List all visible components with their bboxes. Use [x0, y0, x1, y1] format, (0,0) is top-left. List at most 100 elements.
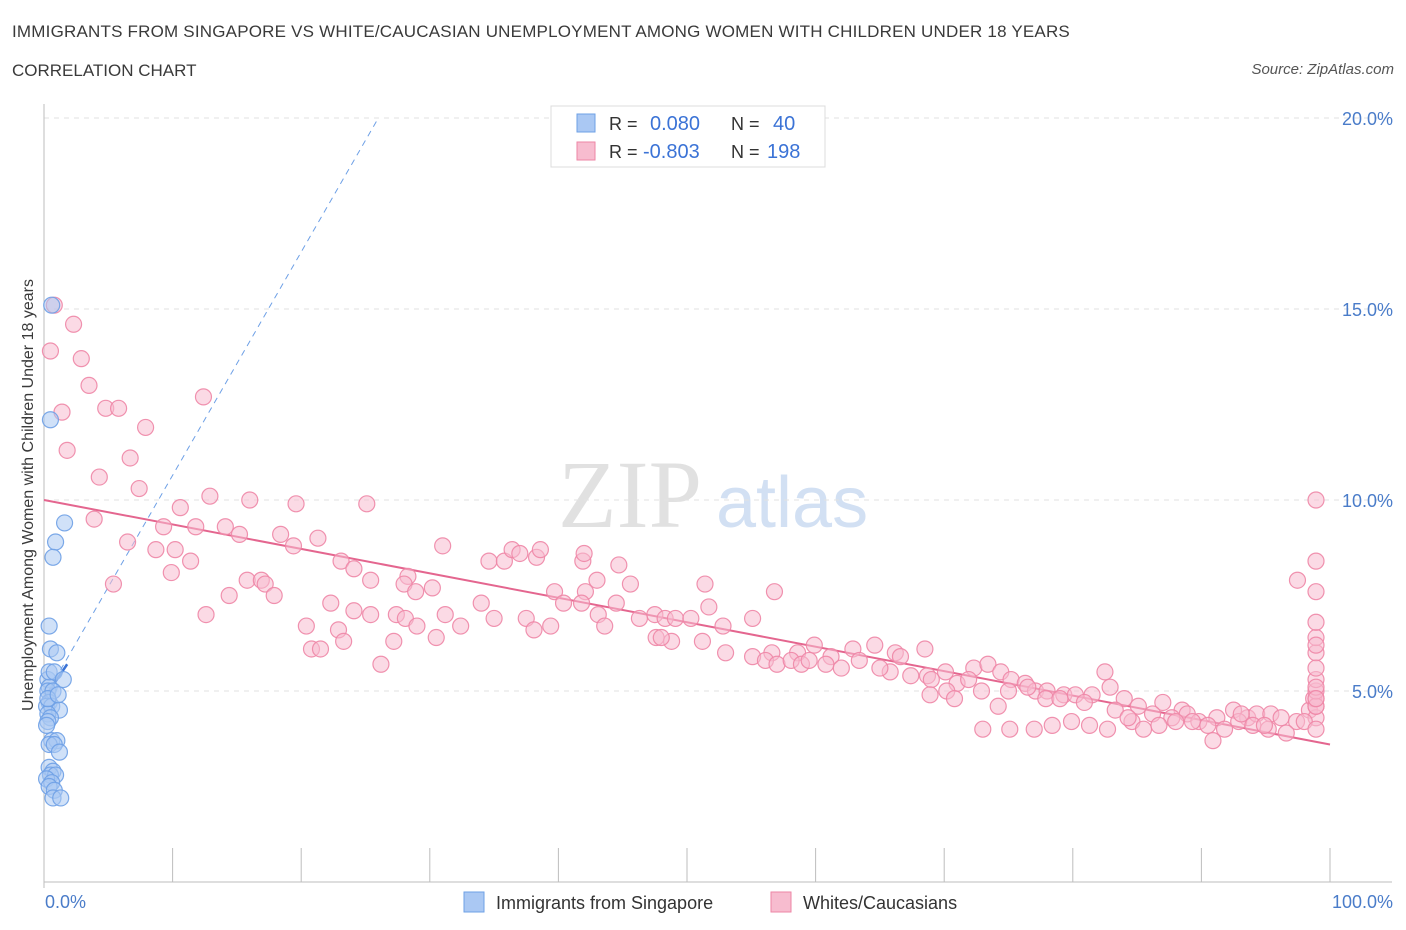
legend-r-label-2: R =	[609, 142, 638, 162]
source-label: Source: ZipAtlas.com	[1251, 61, 1394, 78]
point-whites	[554, 594, 573, 612]
point-whites	[921, 686, 939, 704]
point-whites	[80, 376, 98, 394]
point-whites	[452, 617, 470, 635]
point-whites	[121, 449, 139, 467]
bottom-legend-swatch-pink	[770, 891, 792, 913]
point-whites	[765, 583, 784, 601]
point-whites	[902, 667, 920, 685]
point-whites	[714, 617, 732, 635]
point-whites	[256, 575, 274, 593]
point-whites	[1307, 690, 1325, 708]
point-whites	[171, 499, 189, 517]
point-whites	[832, 659, 850, 677]
point-whites	[220, 586, 238, 605]
point-whites	[272, 525, 290, 543]
chart-title: IMMIGRANTS FROM SINGAPORE VS WHITE/CAUCA…	[12, 22, 1070, 41]
point-whites	[109, 399, 128, 417]
point-whites	[1288, 571, 1307, 589]
point-whites	[1051, 690, 1069, 708]
point-whites	[104, 575, 123, 593]
point-whites	[1204, 732, 1222, 750]
point-whites	[1183, 712, 1201, 731]
point-whites	[1307, 636, 1325, 654]
point-whites	[1119, 709, 1137, 727]
point-whites	[436, 605, 454, 624]
legend-n-value-2: 198	[767, 141, 800, 163]
point-whites	[1232, 705, 1250, 723]
point-whites	[434, 537, 452, 555]
point-whites	[64, 315, 83, 333]
stats-legend: R = 0.080 N = 40 R = -0.803 N = 198	[550, 105, 826, 168]
point-whites	[197, 605, 215, 624]
point-whites	[696, 575, 714, 593]
chart-subtitle: CORRELATION CHART	[12, 61, 197, 80]
y-axis-label: Unemployment Among Women with Children U…	[20, 279, 37, 711]
tick-labels: 5.0% 10.0% 15.0% 20.0% 0.0% 100.0%	[45, 109, 1393, 912]
point-whites	[345, 560, 363, 578]
point-whites	[1101, 678, 1119, 696]
point-whites	[693, 632, 712, 650]
point-whites	[936, 663, 955, 681]
watermark-zip: ZIP	[558, 441, 702, 548]
point-singapore	[50, 743, 69, 761]
legend-r-value-2: -0.803	[643, 141, 700, 163]
point-whites	[916, 640, 934, 658]
gridlines	[44, 117, 1392, 692]
trend-lines	[42, 117, 1331, 746]
point-whites	[72, 350, 90, 368]
point-whites	[1199, 716, 1217, 734]
point-singapore	[46, 533, 65, 551]
point-whites	[1025, 720, 1043, 738]
point-whites	[1062, 712, 1081, 731]
axes	[43, 104, 1392, 888]
point-whites	[1307, 491, 1325, 509]
point-whites	[596, 617, 614, 635]
point-whites	[1272, 709, 1290, 727]
point-whites	[201, 487, 219, 505]
point-whites	[922, 670, 940, 689]
bottom-legend-swatch-blue	[463, 891, 485, 913]
bottom-legend-label-1: Immigrants from Singapore	[496, 893, 713, 913]
point-whites	[891, 648, 910, 666]
y-tick-label-0: 5.0%	[1352, 682, 1393, 702]
point-whites	[182, 552, 200, 570]
point-whites	[531, 541, 549, 559]
legend-swatch-blue	[576, 113, 596, 133]
point-whites	[58, 441, 76, 459]
trend-line-singapore-extended	[43, 117, 379, 699]
legend-r-label-1: R =	[609, 114, 638, 134]
legend-n-label-1: N =	[731, 114, 760, 134]
point-whites	[621, 575, 640, 593]
point-whites	[525, 621, 543, 639]
point-whites	[1215, 720, 1234, 738]
point-whites	[542, 617, 560, 635]
point-whites	[90, 468, 108, 486]
point-whites	[1307, 613, 1325, 631]
watermark-atlas: atlas	[716, 463, 868, 543]
point-whites	[1001, 720, 1019, 738]
point-whites	[1307, 659, 1325, 677]
point-singapore	[43, 296, 61, 314]
point-whites	[768, 655, 786, 673]
point-whites	[974, 720, 992, 738]
point-whites	[979, 655, 997, 673]
point-whites	[850, 651, 868, 670]
point-whites	[309, 529, 327, 547]
point-whites	[480, 552, 498, 570]
point-whites	[1307, 583, 1325, 601]
point-singapore	[40, 617, 58, 635]
point-whites	[1080, 716, 1099, 734]
legend-n-value-1: 40	[773, 113, 795, 135]
point-whites	[265, 586, 283, 605]
point-whites	[1167, 712, 1185, 731]
point-whites	[960, 670, 978, 689]
point-whites	[358, 495, 376, 513]
point-singapore	[52, 789, 70, 807]
y-tick-label-1: 10.0%	[1342, 491, 1393, 511]
point-whites	[385, 632, 403, 650]
point-whites	[472, 594, 490, 612]
point-whites	[1129, 697, 1147, 715]
point-singapore	[49, 686, 67, 704]
